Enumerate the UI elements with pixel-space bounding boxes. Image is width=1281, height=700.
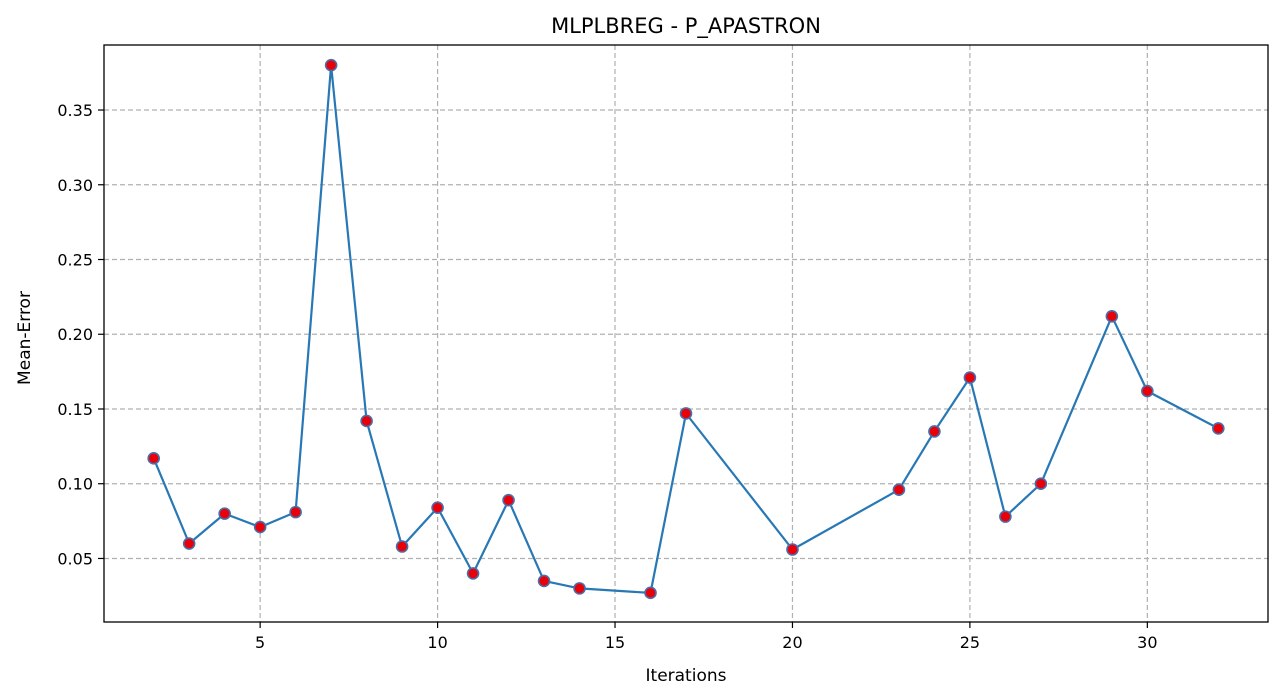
data-point	[963, 371, 977, 384]
data-point	[253, 520, 267, 534]
chart-title: MLPLBREG - P_APASTRON	[551, 14, 821, 39]
y-axis-ticks: 0.05 0.10 0.15 0.20 0.25 0.30 0.35	[57, 101, 104, 568]
data-point	[537, 574, 551, 588]
x-tick-label: 20	[782, 633, 802, 652]
data-point	[1212, 422, 1225, 435]
x-tick-label: 5	[255, 633, 265, 652]
data-point	[892, 483, 906, 497]
data-point	[395, 540, 409, 553]
data-point	[182, 537, 196, 550]
data-point	[324, 58, 338, 72]
data-point	[147, 452, 160, 465]
data-point	[928, 425, 941, 438]
x-axis-ticks: 5 10 15 20 25 30	[255, 622, 1158, 652]
data-point	[1034, 477, 1048, 491]
data-point	[360, 414, 373, 428]
data-point	[1105, 310, 1119, 323]
y-tick-label: 0.25	[57, 251, 93, 270]
data-point	[502, 493, 515, 507]
series-line	[152, 64, 1219, 595]
y-tick-label: 0.35	[57, 101, 93, 120]
data-point	[786, 543, 799, 556]
y-tick-label: 0.05	[57, 549, 93, 568]
x-tick-label: 10	[427, 633, 447, 652]
data-point	[999, 510, 1012, 523]
x-tick-label: 30	[1137, 633, 1157, 652]
data-point	[573, 582, 586, 595]
data-point	[679, 407, 693, 420]
y-tick-label: 0.15	[57, 400, 93, 419]
x-tick-label: 15	[605, 633, 625, 652]
data-point	[431, 501, 444, 514]
grid-lines	[104, 45, 1268, 622]
data-point	[289, 505, 302, 519]
plot-area-frame	[103, 44, 1269, 623]
data-point	[466, 567, 480, 580]
y-tick-label: 0.30	[57, 176, 93, 195]
data-point	[1141, 384, 1154, 398]
data-point	[218, 507, 231, 520]
x-tick-label: 25	[960, 633, 980, 652]
data-point	[644, 586, 657, 600]
y-tick-label: 0.20	[57, 325, 93, 344]
y-axis-label: Mean-Error	[15, 291, 35, 385]
x-axis-label: Iterations	[646, 666, 727, 686]
data-series	[147, 58, 1225, 600]
y-tick-label: 0.10	[57, 475, 93, 494]
